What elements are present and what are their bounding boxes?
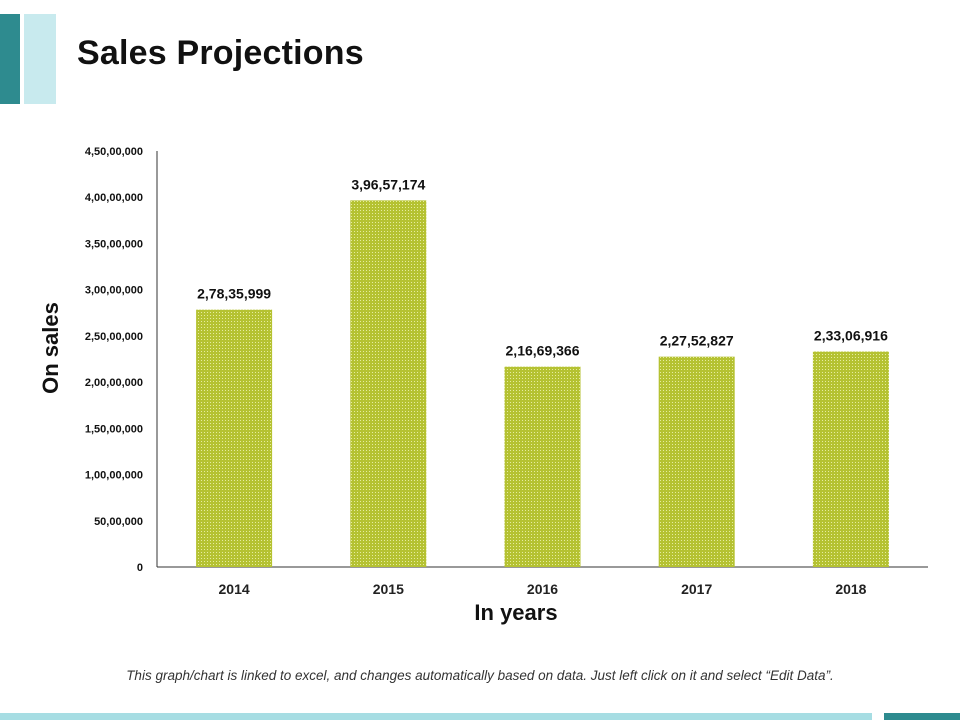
slide-title: Sales Projections — [77, 34, 364, 72]
y-tick-label: 3,00,00,000 — [85, 285, 143, 297]
data-label: 3,96,57,174 — [351, 176, 425, 192]
data-labels: 2,78,35,999 3,96,57,174 2,16,69,366 2,27,52… — [197, 176, 888, 358]
data-label: 2,16,69,366 — [506, 343, 580, 359]
y-axis: 0 50,00,000 1,00,00,000 1,50,00,000 2,00,00,… — [85, 146, 158, 574]
bar-2018[interactable] — [812, 351, 889, 567]
title-accent-light — [24, 14, 56, 104]
y-tick-label: 4,00,00,000 — [85, 192, 143, 204]
x-tick-label: 2018 — [835, 581, 866, 597]
x-tick-label: 2016 — [527, 581, 558, 597]
y-tick-label: 50,00,000 — [94, 516, 143, 528]
bottom-accent-bar — [0, 713, 872, 720]
bars — [196, 200, 889, 567]
bottom-accent-bar-dark — [884, 713, 960, 720]
y-axis-title: On sales — [38, 302, 63, 394]
x-tick-label: 2015 — [373, 581, 404, 597]
title-accent-dark — [0, 14, 20, 104]
footnote: This graph/chart is linked to excel, and… — [126, 668, 834, 683]
data-label: 2,78,35,999 — [197, 286, 271, 302]
bar-2014[interactable] — [196, 309, 273, 567]
y-tick-label: 3,50,00,000 — [85, 238, 143, 250]
x-tick-label: 2017 — [681, 581, 712, 597]
y-tick-label: 4,50,00,000 — [85, 146, 143, 158]
y-tick-label: 1,50,00,000 — [85, 423, 143, 435]
bar-2017[interactable] — [658, 356, 735, 567]
y-tick-label: 2,50,00,000 — [85, 331, 143, 343]
bar-2016[interactable] — [504, 366, 581, 567]
x-tick-label: 2014 — [219, 581, 250, 597]
bar-2015[interactable] — [350, 200, 427, 567]
x-axis-title: In years — [474, 600, 557, 625]
y-tick-label: 1,00,00,000 — [85, 470, 143, 482]
data-label: 2,27,52,827 — [660, 333, 734, 349]
data-label: 2,33,06,916 — [814, 328, 888, 344]
y-tick-label: 0 — [137, 562, 143, 574]
x-axis: 2014 2015 2016 2017 2018 — [157, 566, 928, 597]
y-tick-label: 2,00,00,000 — [85, 377, 143, 389]
